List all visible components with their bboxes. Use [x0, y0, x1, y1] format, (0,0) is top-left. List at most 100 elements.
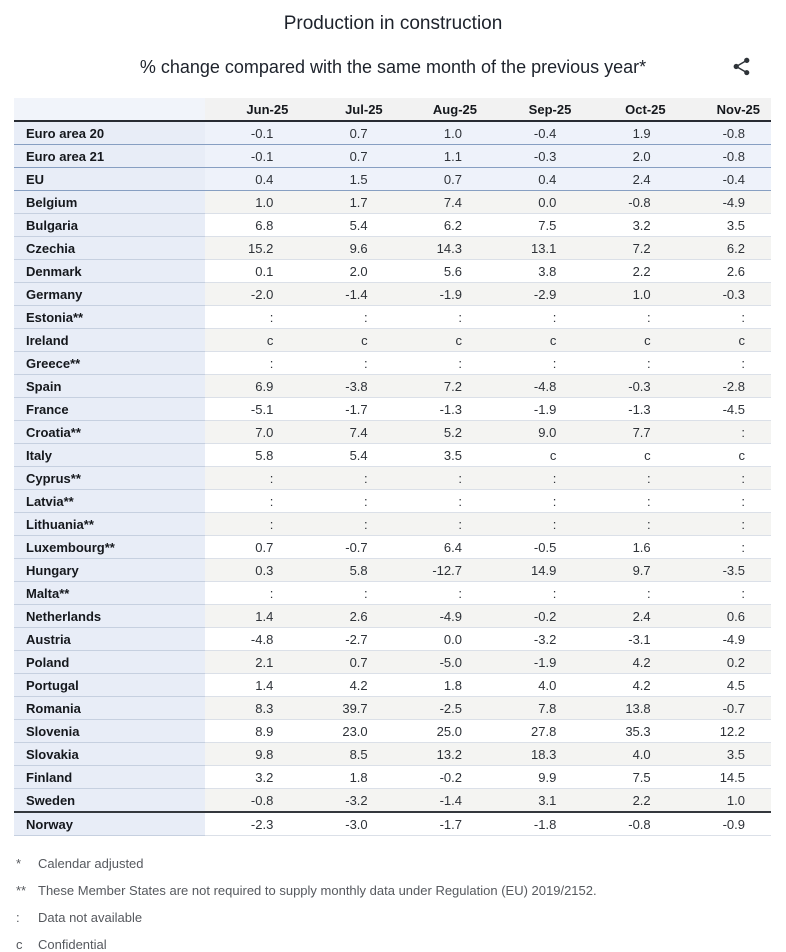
value-cell: :: [299, 581, 394, 605]
value-cell: -1.4: [393, 788, 488, 813]
value-cell: -3.1: [582, 627, 677, 651]
value-cell: 4.2: [582, 673, 677, 697]
value-cell: 0.7: [393, 167, 488, 191]
value-cell: -4.9: [393, 604, 488, 628]
value-cell: 14.3: [393, 236, 488, 260]
table-row: Belgium 1.0 1.7 7.4 0.0 -0.8 -4.9: [14, 190, 771, 214]
value-cell: 3.8: [487, 259, 583, 283]
value-cell: 13.2: [393, 742, 488, 766]
value-cell: :: [299, 489, 394, 513]
value-cell: 4.0: [487, 673, 583, 697]
value-cell: c: [676, 443, 771, 467]
value-cell: -0.8: [676, 144, 771, 168]
value-cell: -0.1: [205, 121, 300, 145]
page-subtitle: % change compared with the same month of…: [139, 57, 647, 77]
value-cell: -2.5: [393, 696, 488, 720]
row-label: Malta**: [14, 581, 205, 605]
table-row: EU 0.4 1.5 0.7 0.4 2.4 -0.4: [14, 167, 771, 191]
value-cell: c: [487, 443, 583, 467]
value-cell: -0.3: [487, 144, 583, 168]
value-cell: -2.9: [487, 282, 583, 306]
value-cell: -3.8: [299, 374, 394, 398]
value-cell: 9.7: [582, 558, 677, 582]
value-cell: c: [582, 328, 677, 352]
value-cell: -0.9: [676, 811, 771, 836]
footnotes: * Calendar adjusted ** These Member States …: [14, 856, 786, 952]
value-cell: :: [205, 512, 300, 536]
value-cell: -3.2: [487, 627, 583, 651]
value-cell: 4.0: [582, 742, 677, 766]
value-cell: 9.6: [299, 236, 394, 260]
value-cell: :: [582, 581, 677, 605]
value-cell: 14.5: [676, 765, 771, 789]
value-cell: 1.0: [582, 282, 677, 306]
value-cell: :: [205, 351, 300, 375]
footnote-symbol: *: [16, 856, 22, 871]
value-cell: :: [393, 351, 488, 375]
value-cell: -1.4: [299, 282, 394, 306]
value-cell: -0.2: [393, 765, 488, 789]
value-cell: 0.2: [676, 650, 771, 674]
table-row: Malta**::::::: [14, 581, 771, 605]
value-cell: 3.5: [676, 742, 771, 766]
value-cell: -1.3: [393, 397, 488, 421]
value-cell: 23.0: [299, 719, 394, 743]
value-cell: -4.9: [676, 627, 771, 651]
value-cell: -0.8: [582, 811, 677, 836]
value-cell: -0.3: [676, 282, 771, 306]
value-cell: -3.2: [299, 788, 394, 813]
row-label: Euro area 21: [14, 144, 205, 168]
value-cell: -12.7: [393, 558, 488, 582]
value-cell: 3.5: [393, 443, 488, 467]
value-cell: :: [582, 466, 677, 490]
row-label: Latvia**: [14, 489, 205, 513]
column-header: Nov-25: [676, 98, 771, 122]
value-cell: 7.0: [205, 420, 300, 444]
table-row: Euro area 20 -0.1 0.7 1.0 -0.4 1.9 -0.8: [14, 121, 771, 145]
row-label: Belgium: [14, 190, 205, 214]
value-cell: :: [487, 489, 583, 513]
value-cell: :: [582, 489, 677, 513]
value-cell: 0.3: [205, 558, 300, 582]
table-row: Croatia** 7.0 7.4 5.2 9.0 7.7:: [14, 420, 771, 444]
table-body: Euro area 20 -0.1 0.7 1.0 -0.4 1.9 -0.8 Euro ar…: [14, 121, 771, 836]
value-cell: -4.9: [676, 190, 771, 214]
row-label: Denmark: [14, 259, 205, 283]
value-cell: 0.1: [205, 259, 300, 283]
value-cell: 13.1: [487, 236, 583, 260]
value-cell: 7.2: [393, 374, 488, 398]
value-cell: 0.7: [205, 535, 300, 559]
value-cell: :: [676, 466, 771, 490]
table-row: France -5.1 -1.7 -1.3 -1.9 -1.3 -4.5: [14, 397, 771, 421]
value-cell: 8.9: [205, 719, 300, 743]
value-cell: 3.2: [582, 213, 677, 237]
value-cell: :: [393, 466, 488, 490]
row-label: Netherlands: [14, 604, 205, 628]
column-header: Sep-25: [487, 98, 583, 122]
value-cell: 3.2: [205, 765, 300, 789]
table-row: Lithuania**::::::: [14, 512, 771, 536]
data-table: Jun-25 Jul-25 Aug-25 Sep-25 Oct-25 Nov-25 Eur…: [14, 98, 771, 836]
value-cell: 1.4: [205, 673, 300, 697]
value-cell: 9.0: [487, 420, 583, 444]
value-cell: 39.7: [299, 696, 394, 720]
value-cell: :: [676, 305, 771, 329]
value-cell: -0.2: [487, 604, 583, 628]
value-cell: -1.7: [299, 397, 394, 421]
table-row: Cyprus**::::::: [14, 466, 771, 490]
value-cell: 7.4: [299, 420, 394, 444]
value-cell: 1.1: [393, 144, 488, 168]
value-cell: 18.3: [487, 742, 583, 766]
table-row: Norway -2.3 -3.0 -1.7 -1.8 -0.8 -0.9: [14, 811, 771, 836]
value-cell: 0.6: [676, 604, 771, 628]
value-cell: 5.4: [299, 213, 394, 237]
value-cell: :: [676, 581, 771, 605]
subtitle-row: % change compared with the same month of…: [0, 57, 786, 81]
value-cell: 5.8: [299, 558, 394, 582]
value-cell: 7.2: [582, 236, 677, 260]
value-cell: 0.7: [299, 650, 394, 674]
value-cell: 9.8: [205, 742, 300, 766]
value-cell: 1.9: [582, 121, 677, 145]
value-cell: 2.4: [582, 604, 677, 628]
share-button[interactable]: [729, 56, 753, 80]
